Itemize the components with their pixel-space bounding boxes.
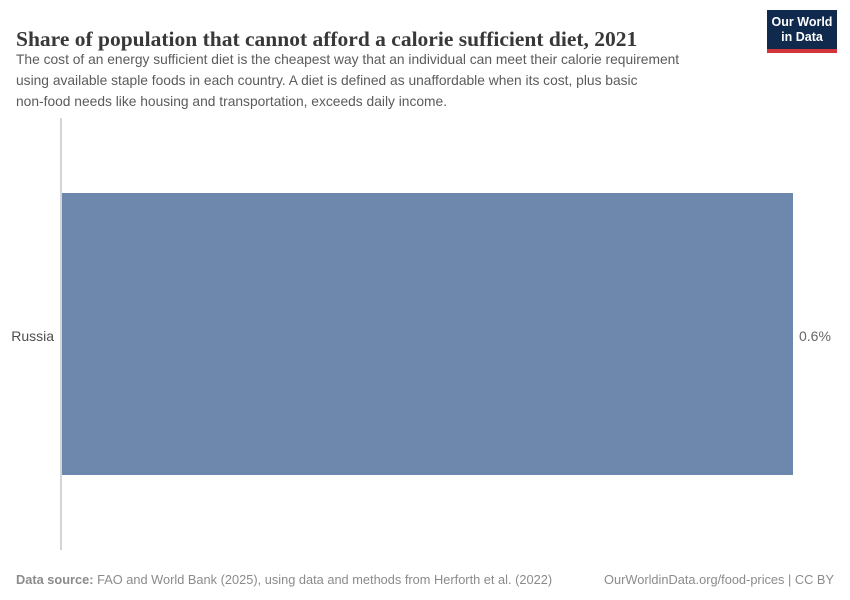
data-source-text: FAO and World Bank (2025), using data an… <box>93 572 553 587</box>
bar-value-label: 0.6% <box>799 328 831 344</box>
subtitle-line: non-food needs like housing and transpor… <box>16 94 448 109</box>
data-source-label: Data source: <box>16 572 94 587</box>
license-link[interactable]: OurWorldinData.org/food-prices | CC BY <box>604 572 834 587</box>
page-title: Share of population that cannot afford a… <box>16 27 638 52</box>
chart-footer: Data source: FAO and World Bank (2025), … <box>16 572 834 587</box>
subtitle-line: The cost of an energy sufficient diet is… <box>16 52 680 67</box>
bar-russia[interactable] <box>62 193 793 475</box>
y-axis-line <box>60 118 62 550</box>
owid-logo-line1: Our World <box>771 15 833 29</box>
subtitle-line: using available staple foods in each cou… <box>16 73 638 88</box>
chart-subtitle: The cost of an energy sufficient diet is… <box>16 49 679 112</box>
owid-logo-line2: in Data <box>781 30 823 44</box>
entity-label-russia: Russia <box>11 328 54 344</box>
data-source-note: Data source: FAO and World Bank (2025), … <box>16 572 552 587</box>
owid-logo[interactable]: Our World in Data <box>767 10 837 53</box>
